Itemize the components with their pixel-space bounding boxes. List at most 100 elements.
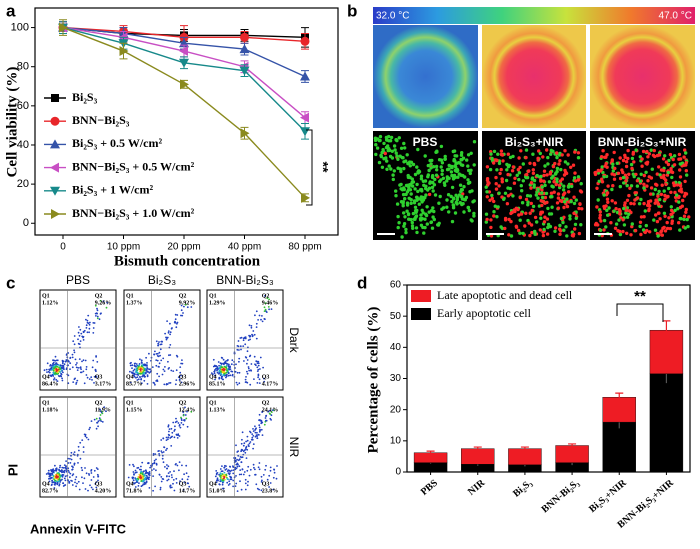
flow-dot xyxy=(78,358,81,360)
cell-dot xyxy=(678,228,682,232)
cell-dot xyxy=(557,183,562,187)
flow-dot xyxy=(183,305,185,308)
cell-dot xyxy=(416,147,420,152)
flow-dot xyxy=(139,358,141,361)
flow-dot xyxy=(62,366,65,369)
x-tick-label: 40 ppm xyxy=(228,242,261,253)
cell-dot xyxy=(663,197,667,201)
cell-dot xyxy=(572,176,577,180)
flow-dot xyxy=(178,469,180,472)
flow-dot xyxy=(100,420,103,422)
cell-dot xyxy=(649,176,654,180)
flow-dot xyxy=(97,479,99,482)
cell-dot xyxy=(681,198,685,203)
flow-dot xyxy=(157,342,160,345)
flow-dot xyxy=(273,471,276,474)
cell-dot xyxy=(643,209,647,213)
flow-dot xyxy=(242,473,245,476)
cell-dot xyxy=(635,184,640,188)
cell-dot xyxy=(442,181,447,185)
cell-dot xyxy=(561,188,566,192)
flow-dot xyxy=(169,485,172,487)
cell-dot xyxy=(660,183,664,187)
flow-dot xyxy=(88,428,91,431)
cell-dot xyxy=(612,150,616,155)
cell-dot xyxy=(468,171,472,176)
flow-dot xyxy=(167,472,170,474)
cell-dot xyxy=(532,183,536,187)
flow-dot xyxy=(218,364,221,367)
cell-dot xyxy=(436,223,440,227)
flow-dot xyxy=(219,362,222,365)
cell-dot xyxy=(414,195,419,199)
cell-dot xyxy=(509,211,513,216)
flow-dot xyxy=(71,480,73,482)
panel-letter: a xyxy=(6,1,16,20)
cell-dot xyxy=(523,224,527,228)
cell-dot xyxy=(545,173,549,177)
cell-dot xyxy=(462,185,466,189)
flow-dot xyxy=(244,448,247,450)
flow-dot xyxy=(264,417,267,419)
flow-dot xyxy=(218,367,221,369)
flow-dot xyxy=(89,426,91,429)
cell-dot xyxy=(602,193,606,197)
flow-dot xyxy=(165,336,168,339)
flow-dot xyxy=(237,450,240,453)
quadrant-value: 2.96% xyxy=(179,381,196,387)
flow-dot xyxy=(213,364,216,367)
flow-dot xyxy=(270,411,273,413)
flow-dot xyxy=(258,382,261,384)
cell-dot xyxy=(630,222,634,226)
cell-dot xyxy=(644,223,648,228)
flow-dot xyxy=(227,372,230,375)
cell-dot xyxy=(496,152,500,156)
flow-dot xyxy=(97,475,100,478)
flow-dot xyxy=(61,478,63,481)
flow-dot xyxy=(93,322,96,324)
flow-dot xyxy=(172,482,174,485)
cell-dot xyxy=(616,171,621,175)
flow-dot xyxy=(155,462,158,465)
flow-dot xyxy=(225,475,227,478)
flow-dot xyxy=(133,375,136,378)
cell-dot xyxy=(399,169,403,174)
flow-dot xyxy=(91,366,94,369)
flow-dot xyxy=(81,439,84,441)
cell-dot xyxy=(574,216,578,220)
flow-dot xyxy=(50,367,53,369)
flow-dot xyxy=(224,464,226,467)
flow-dot xyxy=(96,473,99,476)
flow-dot xyxy=(153,468,155,470)
flow-dot xyxy=(62,467,65,469)
cell-dot xyxy=(572,211,576,215)
flow-dot xyxy=(96,307,98,310)
flow-dot xyxy=(144,469,147,472)
cell-dot xyxy=(665,220,669,225)
flow-dot xyxy=(268,474,271,477)
cell-dot xyxy=(499,149,504,153)
quadrant-name: Q4 xyxy=(209,374,217,380)
flow-dot xyxy=(239,345,242,348)
cell-dot xyxy=(381,148,385,152)
flow-dot xyxy=(129,370,131,373)
flow-dot xyxy=(261,315,263,317)
flow-dot xyxy=(82,339,85,341)
flow-dot xyxy=(270,308,273,310)
flow-dot xyxy=(134,477,137,479)
quadrant-value: 9.46% xyxy=(262,300,279,306)
flow-dot xyxy=(61,475,64,478)
flow-dot xyxy=(88,378,91,380)
flow-dot xyxy=(240,348,242,351)
flow-dot xyxy=(161,373,164,376)
cell-dot xyxy=(524,148,529,152)
flow-dot xyxy=(257,373,260,376)
flow-dot xyxy=(263,306,266,309)
cell-dot xyxy=(400,235,404,239)
flow-dot xyxy=(168,354,170,357)
flow-dot xyxy=(243,442,246,445)
cell-dot xyxy=(556,196,561,200)
flow-dot xyxy=(77,462,79,464)
flow-dot xyxy=(240,473,243,476)
cell-dot xyxy=(520,189,524,193)
